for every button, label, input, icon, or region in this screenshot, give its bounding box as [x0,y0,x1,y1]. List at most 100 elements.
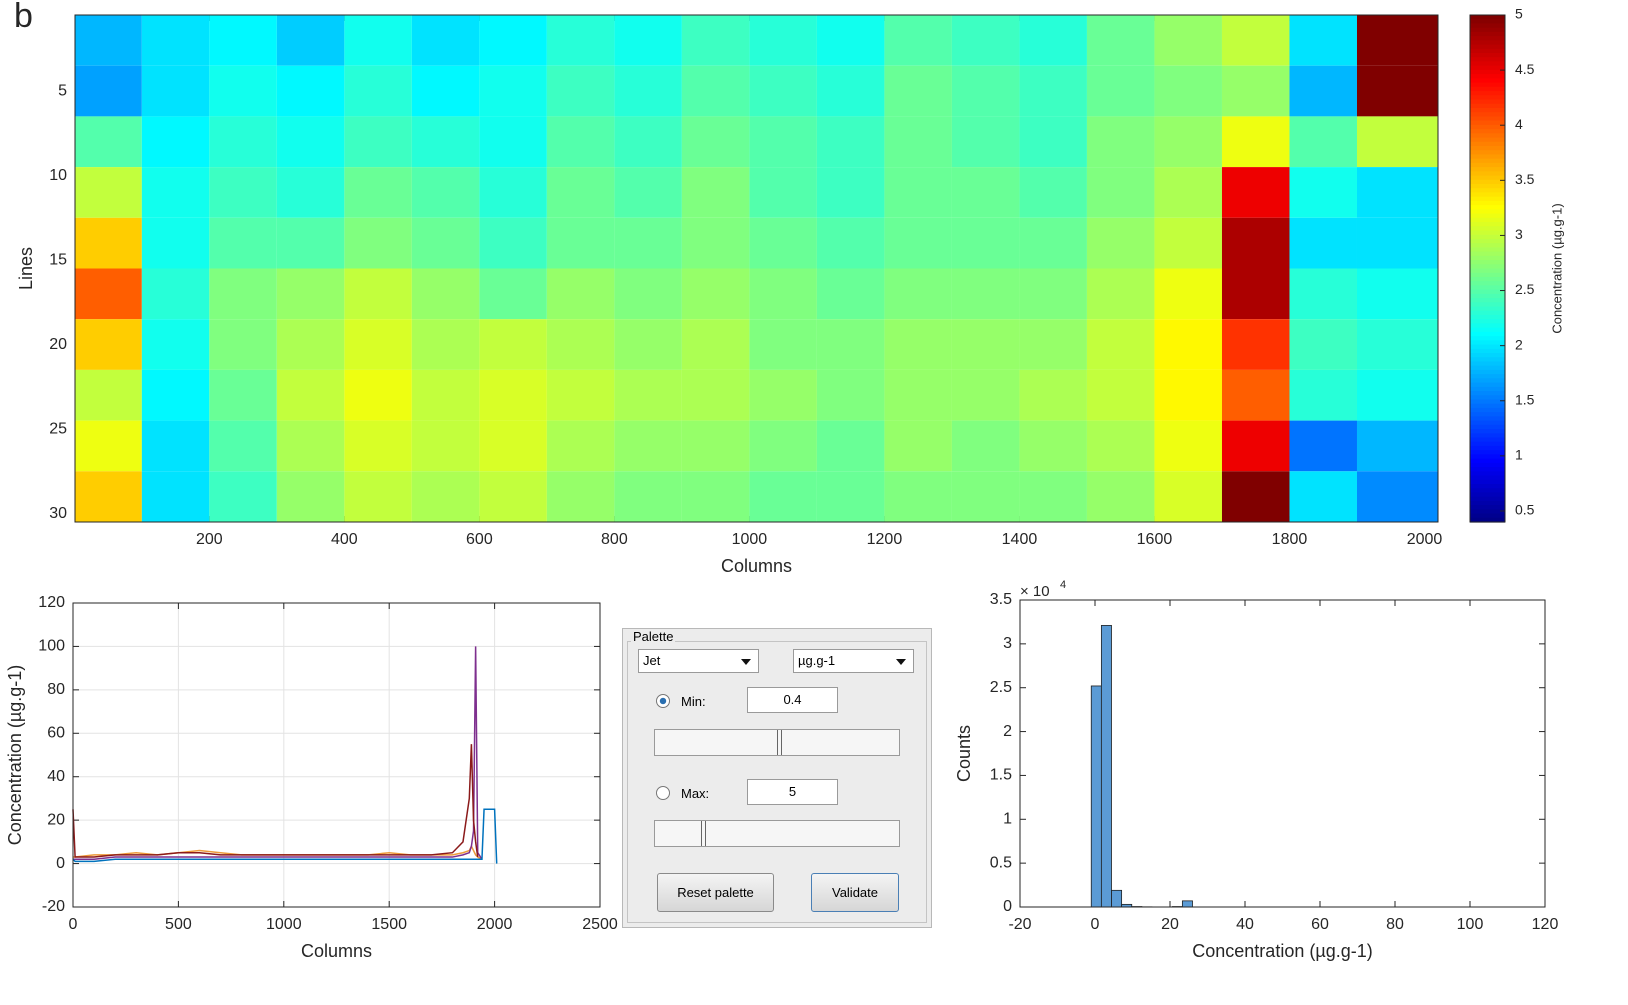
heatmap-cell [749,66,817,117]
colorbar-swatch [1470,285,1505,290]
colorbar-swatch [1470,180,1505,185]
heatmap-cell [1019,218,1087,269]
colorbar-swatch [1470,492,1505,497]
heatmap-cell [952,218,1020,269]
colorbar-swatch [1470,438,1505,443]
heatmap-cell [1289,66,1357,117]
heatmap-cell [884,167,952,218]
colorbar-swatch [1470,395,1505,400]
colorbar-swatch [1470,129,1505,134]
heatmap-cell [1087,167,1155,218]
heatmap-cell [1357,167,1438,218]
colorbar-swatch [1470,319,1505,324]
x-tick-label: 1500 [371,916,407,933]
heatmap-cell [209,370,277,421]
colorbar-swatch [1470,167,1505,172]
colorbar-swatch [1470,340,1505,345]
x-tick-label: 800 [601,531,628,548]
colorbar-swatch [1470,454,1505,459]
min-slider[interactable] [654,729,900,756]
colorbar-swatch [1470,459,1505,464]
heatmap-cell [614,471,682,522]
heatmap-cell [142,421,210,472]
heatmap-cell [142,116,210,167]
colorbar-swatch [1470,53,1505,58]
x-tick-label: 80 [1386,916,1404,933]
heatmap-cell [209,66,277,117]
colorbar-swatch [1470,488,1505,493]
max-slider[interactable] [654,820,900,847]
colormap-dropdown[interactable]: Jet [638,649,759,673]
max-input[interactable]: 5 [747,779,838,805]
heatmap-cell [344,319,412,370]
colorbar-swatch [1470,416,1505,421]
heatmap-cell [682,15,750,66]
heatmap-cell [1222,471,1290,522]
colorbar-swatch [1470,290,1505,295]
colorbar-tick-label: 0.5 [1515,502,1535,518]
heatmap-cell [1357,66,1438,117]
colorbar-swatch [1470,332,1505,337]
heatmap-cell [952,66,1020,117]
heatmap-cell [344,471,412,522]
heatmap-cell [817,421,885,472]
x-tick-label: 1800 [1272,531,1308,548]
heatmap-cell [142,319,210,370]
heatmap-cell [547,319,615,370]
colorbar-swatch [1470,256,1505,261]
colorbar-swatch [1470,497,1505,502]
heatmap-cell [547,15,615,66]
heatmap-cell [1154,167,1222,218]
unit-dropdown[interactable]: µg.g-1 [793,649,914,673]
min-radio[interactable] [656,694,670,708]
x-tick-label: 1200 [867,531,903,548]
colorbar-swatch [1470,87,1505,92]
heatmap-cell [1222,421,1290,472]
colorbar-swatch [1470,247,1505,252]
colorbar-swatch [1470,374,1505,379]
colorbar-swatch [1470,154,1505,159]
reset-button[interactable]: Reset palette [657,873,774,912]
heatmap-cell [547,370,615,421]
x-tick-label: 600 [466,531,493,548]
heatmap-cell [1019,116,1087,167]
heatmap-cell [1357,421,1438,472]
heatmap-cell [1289,471,1357,522]
max-radio[interactable] [656,786,670,800]
y-tick-label: 15 [49,251,67,268]
colorbar-swatch [1470,192,1505,197]
colorbar-swatch [1470,36,1505,41]
heatmap-cell [412,269,480,320]
heatmap-cell [1357,370,1438,421]
colorbar-tick-label: 2.5 [1515,281,1535,297]
heatmap-cell [479,15,547,66]
heatmap-cell [614,66,682,117]
heatmap-cell [1222,116,1290,167]
heatmap-cell [344,167,412,218]
input-value: 5 [748,780,837,804]
heatmap-cell [614,116,682,167]
heatmap-cell [1087,15,1155,66]
heatmap-cell [817,66,885,117]
heatmap-cell [209,269,277,320]
colorbar-swatch [1470,70,1505,75]
colorbar-swatch [1470,476,1505,481]
heatmap-cell [884,218,952,269]
heatmap-cell [412,421,480,472]
heatmap-cell [1154,269,1222,320]
heatmap-cell [277,370,345,421]
heatmap-cell [1357,269,1438,320]
heatmap-cell [75,421,142,472]
x-tick-label: 60 [1311,916,1329,933]
heatmap-cell [952,15,1020,66]
y-tick-label: 30 [49,505,67,522]
colorbar-swatch [1470,197,1505,202]
min-input[interactable]: 0.4 [747,687,838,713]
colorbar-swatch [1470,399,1505,404]
validate-button[interactable]: Validate [811,873,899,912]
heatmap-cell [614,370,682,421]
colorbar-swatch [1470,201,1505,206]
heatmap-cell [277,167,345,218]
heatmap-cell [1357,15,1438,66]
colorbar-swatch [1470,108,1505,113]
